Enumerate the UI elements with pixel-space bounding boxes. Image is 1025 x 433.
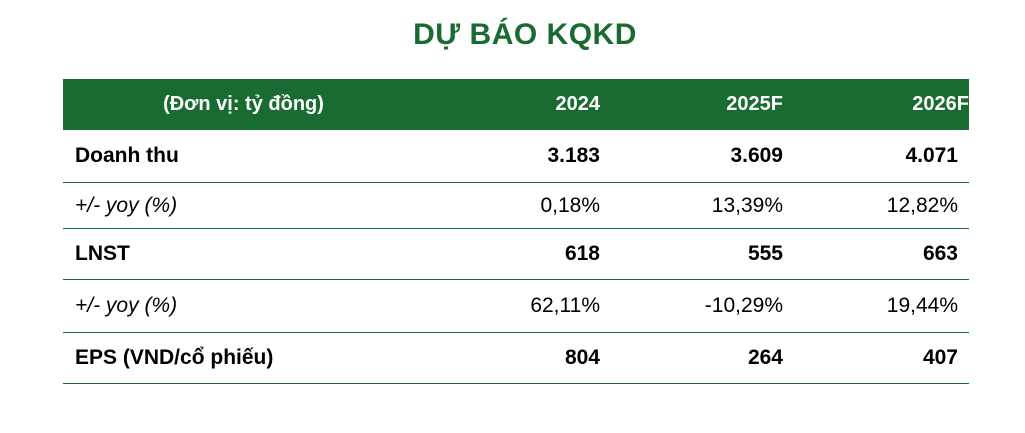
- header-year-2024: 2024: [555, 93, 601, 115]
- cell-2026f: 663: [922, 242, 958, 265]
- row-label: LNST: [75, 242, 130, 265]
- cell-2026f: 19,44%: [886, 294, 958, 317]
- cell-2024: 804: [564, 346, 600, 369]
- header-unit-label: (Đơn vị: tỷ đồng): [163, 93, 324, 115]
- row-label: +/- yoy (%): [75, 193, 178, 217]
- cell-2024: 3.183: [547, 144, 600, 167]
- cell-2025f: 264: [747, 346, 783, 369]
- table-header-row: (Đơn vị: tỷ đồng) 2024 2025F 2026F: [63, 79, 969, 130]
- row-label: EPS (VND/cổ phiếu): [75, 346, 274, 369]
- header-year-2025f: 2025F: [726, 93, 783, 115]
- row-label: +/- yoy (%): [75, 294, 178, 317]
- page-title: DỰ BÁO KQKD: [413, 18, 637, 51]
- cell-2026f: 4.071: [905, 144, 958, 167]
- cell-2024: 62,11%: [530, 294, 600, 317]
- row-label: Doanh thu: [75, 144, 179, 167]
- cell-2024: 618: [564, 242, 600, 265]
- header-year-2026f: 2026F: [912, 93, 969, 115]
- cell-2026f: 407: [922, 346, 958, 369]
- table-row-revenue-yoy: +/- yoy (%) 0,18% 13,39% 12,82%: [63, 183, 969, 229]
- table-row-eps: EPS (VND/cổ phiếu) 804 264 407: [63, 333, 969, 384]
- cell-2025f: 555: [747, 242, 783, 265]
- cell-2026f: 12,82%: [886, 193, 958, 217]
- cell-2025f: -10,29%: [704, 294, 783, 317]
- table-row-net-profit: LNST 618 555 663: [63, 229, 969, 280]
- cell-2025f: 3.609: [730, 144, 783, 167]
- table-row-revenue: Doanh thu 3.183 3.609 4.071: [63, 130, 969, 183]
- forecast-table: (Đơn vị: tỷ đồng) 2024 2025F 2026F Doanh…: [63, 79, 969, 384]
- table-row-net-profit-yoy: +/- yoy (%) 62,11% -10,29% 19,44%: [63, 280, 969, 333]
- cell-2025f: 13,39%: [711, 193, 783, 217]
- cell-2024: 0,18%: [540, 193, 600, 217]
